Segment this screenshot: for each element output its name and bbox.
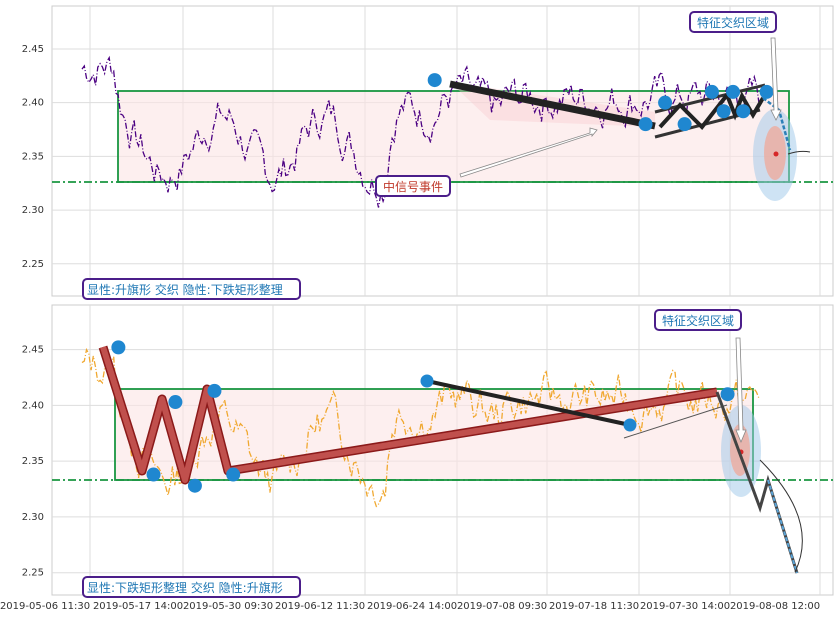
pattern-point [623,418,637,432]
top-legend-text: 显性:升旗形 交织 隐性:下跌矩形整理 [87,282,283,297]
bottom-panel: 2.45 2.40 2.35 2.30 2.25 特征交织区域 显性:下跌矩形整理 交织… [22,304,834,598]
y-tick-label: 2.25 [22,259,44,270]
top-pattern-points [427,73,774,132]
pattern-point [658,95,673,110]
y-tick-label: 2.35 [22,456,44,467]
event-label-text: 中信号事件 [383,179,443,194]
pattern-point [420,374,434,388]
pattern-point [187,478,202,493]
price-line [81,55,760,208]
y-tick-label: 2.45 [22,44,44,55]
top-zone-label-text: 特征交织区域 [697,15,769,30]
x-tick-label: 2019-08-08 12:00 [730,601,820,612]
bottom-flag-channel [623,404,728,439]
top-zone-label: 特征交织区域 [689,11,777,33]
top-price-series [81,55,760,208]
bottom-zone-arrow [735,337,747,444]
top-panel: 2.45 2.40 2.35 2.30 2.25 中信号事件 特征交织区域 显性:升旗形… [22,5,834,300]
pattern-point [677,117,692,132]
pattern-point [111,340,126,355]
x-tick-label: 2019-05-17 14:00 [93,601,183,612]
top-flag-pole [449,80,656,130]
pattern-point [226,467,241,482]
pattern-point [759,84,774,99]
bottom-flag-pole [426,379,631,427]
top-zone-arc [787,150,811,155]
x-tick-label: 2019-07-08 09:30 [457,601,547,612]
x-tick-label: 2019-05-06 11:30 [0,601,90,612]
x-tick-label: 2019-06-24 14:00 [367,601,457,612]
pattern-point [720,387,735,402]
top-zone-center [773,151,779,157]
pattern-point [168,395,183,410]
pattern-point [146,467,161,482]
bottom-zone-arc [759,459,803,573]
y-tick-label: 2.25 [22,568,44,579]
y-tick-label: 2.40 [22,98,44,109]
bottom-projection-blue [767,479,798,574]
pattern-point [207,383,222,398]
bottom-y-ticks: 2.45 2.40 2.35 2.30 2.25 [22,345,44,579]
x-tick-label: 2019-05-30 09:30 [183,601,273,612]
pattern-point [704,84,719,99]
y-tick-label: 2.40 [22,400,44,411]
bottom-pattern-points [111,340,735,493]
x-tick-label: 2019-07-18 11:30 [549,601,639,612]
bottom-legend-text: 显性:下跌矩形整理 交织 隐性:升旗形 [87,580,283,595]
x-axis-ticks: 2019-05-06 11:30 2019-05-17 14:00 2019-05-… [0,601,820,612]
top-y-ticks: 2.45 2.40 2.35 2.30 2.25 [22,44,44,270]
x-tick-label: 2019-06-12 11:30 [275,601,365,612]
pattern-point [726,84,741,99]
pattern-point [736,104,751,119]
y-tick-label: 2.30 [22,512,44,523]
event-label: 中信号事件 [375,175,451,197]
pattern-point [638,117,653,132]
x-tick-label: 2019-07-30 14:00 [640,601,730,612]
y-tick-label: 2.30 [22,205,44,216]
event-arrow [459,127,598,178]
pattern-point [427,73,442,88]
y-tick-label: 2.35 [22,151,44,162]
top-legend: 显性:升旗形 交织 隐性:下跌矩形整理 [82,278,301,300]
bottom-zone-label: 特征交织区域 [654,309,742,331]
top-zigzag [658,91,765,131]
y-tick-label: 2.45 [22,345,44,356]
bottom-zone-label-text: 特征交织区域 [662,313,734,328]
pattern-point [716,104,731,119]
top-zone-arrow [770,37,782,121]
bottom-legend: 显性:下跌矩形整理 交织 隐性:升旗形 [82,576,301,598]
